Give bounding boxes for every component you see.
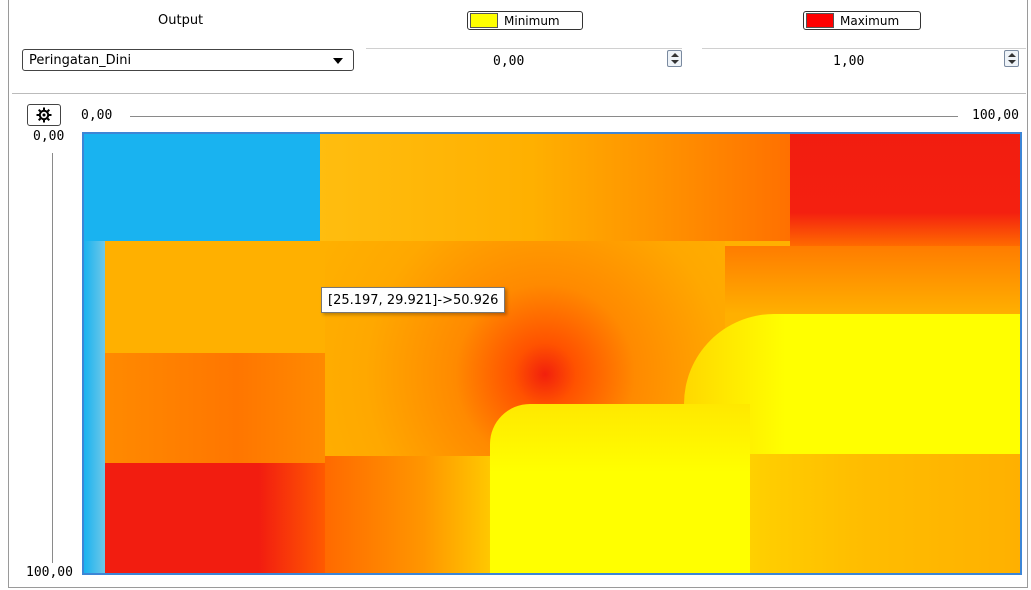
heatmap-region — [490, 404, 750, 573]
minimum-spinner-border — [366, 48, 682, 49]
output-select-value: Peringatan_Dini — [29, 52, 132, 68]
minimum-spinner-button[interactable] — [667, 50, 682, 67]
maximum-label: Maximum — [840, 13, 900, 28]
x-axis-max-label: 100,00 — [972, 108, 1019, 123]
minimum-label: Minimum — [504, 13, 560, 28]
separator — [12, 93, 1026, 94]
y-axis-min-label: 0,00 — [33, 129, 65, 144]
output-select[interactable]: Peringatan_Dini — [22, 49, 354, 71]
maximum-input[interactable]: 1,00 — [833, 54, 865, 69]
minimum-input[interactable]: 0,00 — [493, 54, 525, 69]
chevron-down-icon — [333, 58, 343, 64]
heatmap-region — [105, 353, 325, 463]
heatmap-region — [320, 134, 790, 241]
output-label: Output — [158, 13, 204, 28]
heatmap-region — [105, 241, 325, 353]
y-axis-max-label: 100,00 — [26, 565, 73, 580]
heatmap-region — [84, 134, 320, 241]
heatmap-plot[interactable] — [82, 132, 1022, 575]
maximum-spinner-border — [702, 48, 1026, 49]
x-axis-line — [130, 116, 958, 117]
minimum-swatch — [470, 13, 498, 28]
heatmap-region — [750, 454, 1020, 573]
heatmap-region — [84, 241, 105, 573]
maximum-swatch — [806, 13, 834, 28]
heatmap-region — [790, 134, 1020, 246]
output-panel — [8, 0, 1028, 588]
minimum-color-button[interactable]: Minimum — [467, 11, 583, 30]
heatmap-region — [725, 246, 1020, 314]
gear-icon — [36, 107, 52, 123]
x-axis-min-label: 0,00 — [81, 108, 113, 123]
value-tooltip: [25.197, 29.921]->50.926 — [321, 287, 506, 313]
heatmap-region — [105, 463, 325, 573]
maximum-spinner-button[interactable] — [1004, 50, 1019, 67]
heatmap-region — [325, 456, 490, 573]
maximum-color-button[interactable]: Maximum — [803, 11, 921, 30]
settings-button[interactable] — [27, 104, 61, 126]
y-axis-line — [52, 153, 53, 563]
